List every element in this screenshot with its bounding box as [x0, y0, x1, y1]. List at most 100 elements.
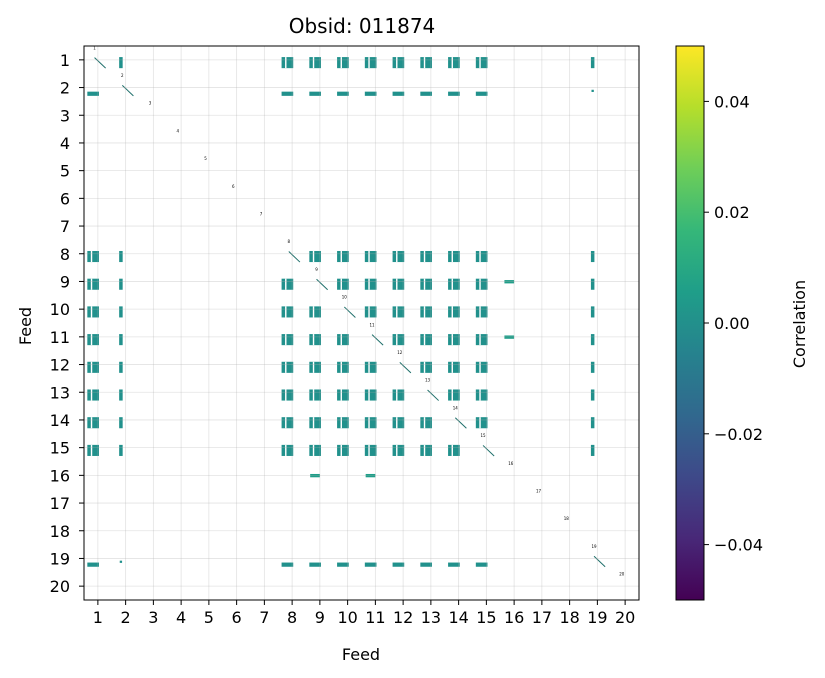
y-tick-label: 2	[60, 79, 70, 98]
cell-strip	[119, 444, 123, 456]
cell-strip	[281, 91, 294, 96]
cell-block	[337, 444, 349, 456]
cell-block	[309, 417, 321, 429]
heatmap-cell	[87, 444, 99, 456]
cell-gap	[396, 306, 398, 318]
colorbar-tick-label: 0.02	[714, 203, 750, 222]
cell-block	[475, 361, 488, 373]
heatmap-cell	[87, 417, 99, 429]
cell-block	[392, 334, 405, 346]
cell-block	[420, 444, 432, 456]
heatmap-cell	[310, 473, 320, 478]
heatmap-cell	[420, 334, 432, 346]
cell-strip	[119, 57, 123, 69]
heatmap-cell	[309, 57, 321, 69]
cell-block	[392, 389, 405, 401]
cell-block	[281, 417, 294, 429]
cell-gap	[312, 389, 315, 401]
y-tick-label: 17	[50, 494, 70, 513]
cell-block	[475, 334, 488, 346]
y-tick-label: 6	[60, 189, 70, 208]
heatmap-cell	[590, 57, 595, 69]
y-tick-label: 9	[60, 272, 70, 291]
x-tick-label: 8	[287, 608, 297, 627]
cell-gap	[368, 361, 370, 373]
diagonal-line	[482, 445, 495, 457]
heatmap-cell	[364, 278, 377, 290]
heatmap-cell	[281, 57, 294, 69]
heatmap-cell	[590, 444, 595, 456]
cell-block	[448, 334, 460, 346]
cell-block	[475, 250, 488, 263]
cell-block	[337, 278, 349, 290]
heatmap-cell	[420, 562, 432, 567]
heatmap-cell	[590, 417, 595, 429]
heatmap-cell	[475, 306, 488, 318]
cell-block	[281, 306, 294, 318]
cell-strip	[119, 278, 123, 290]
colorbar-tick-label: −0.04	[714, 536, 763, 555]
x-tick-label: 10	[337, 608, 357, 627]
cell-gap	[423, 444, 426, 456]
chart-title: Obsid: 011874	[289, 14, 436, 38]
heatmap-cell	[337, 334, 349, 346]
cell-gap	[312, 250, 315, 263]
heatmap-cell	[87, 278, 99, 290]
cell-block	[364, 361, 377, 373]
diagonal-label: 3	[149, 101, 152, 106]
y-axis-label: Feed	[16, 307, 35, 345]
heatmap-cell	[475, 57, 488, 69]
cell-strip	[364, 91, 377, 96]
y-tick-label: 1	[60, 51, 70, 70]
colorbar: −0.04 −0.02 0.00 0.02 0.04 Correlation	[675, 45, 809, 601]
x-tick-label: 14	[448, 608, 468, 627]
cell-strip	[420, 91, 432, 96]
cell-block	[309, 57, 321, 69]
x-tick-label: 18	[559, 608, 579, 627]
cell-block	[337, 57, 349, 69]
y-tick-label: 3	[60, 106, 70, 125]
cell-strip	[337, 562, 349, 567]
diagonal-label: 9	[315, 267, 318, 272]
heatmap-cell	[448, 91, 460, 96]
cell-gap	[451, 306, 453, 318]
cell-block	[475, 278, 488, 290]
heatmap-cell	[309, 250, 321, 263]
heatmap-cell	[590, 389, 595, 401]
cell-gap	[451, 389, 453, 401]
heatmap-cell	[590, 306, 595, 318]
cell-block	[392, 57, 405, 69]
cell-block	[337, 389, 349, 401]
cell-strip	[448, 91, 460, 96]
heatmap-cell	[475, 334, 488, 346]
cell-block	[364, 389, 377, 401]
x-tick-label: 20	[615, 608, 635, 627]
cell-gap	[423, 57, 426, 69]
heatmap-cell	[448, 361, 460, 373]
x-axis-ticks: 1 2 3 4 5 6 7 8 9 10 11 12 13 14 15 16 17 18 19 20	[93, 600, 635, 627]
heatmap-cell	[475, 562, 488, 567]
heatmap-cell	[448, 562, 460, 567]
cell-gap	[90, 389, 93, 401]
y-tick-label: 16	[50, 466, 70, 485]
heatmap-cell	[392, 278, 405, 290]
cell-strip	[590, 250, 595, 263]
cell-block	[87, 306, 99, 318]
cell-gap	[368, 57, 370, 69]
cell-strip	[590, 361, 595, 373]
x-axis-label: Feed	[342, 645, 380, 664]
cell-block	[420, 278, 432, 290]
heatmap-cell	[119, 306, 123, 318]
heatmap-cell	[281, 334, 294, 346]
heatmap-cell	[448, 389, 460, 401]
x-tick-label: 12	[393, 608, 413, 627]
colorbar-tick-label: 0.04	[714, 92, 750, 111]
heatmap-cell	[420, 417, 432, 429]
heatmap-cell	[364, 417, 377, 429]
cell-gap	[90, 250, 93, 263]
cell-strip	[119, 361, 123, 373]
cell-block	[281, 444, 294, 456]
heatmap-cell	[475, 417, 488, 429]
